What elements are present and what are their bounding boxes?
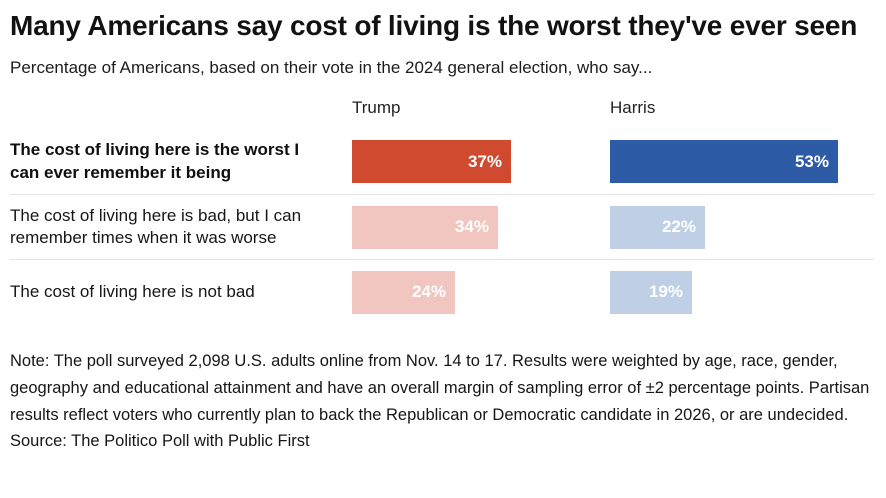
- column-header-harris: Harris: [610, 98, 656, 118]
- trump-bar: 34%: [352, 205, 498, 249]
- trump-bar-cell: 24%: [352, 270, 610, 314]
- harris-bar: 53%: [610, 140, 838, 184]
- trump-bar-cell: 34%: [352, 205, 610, 249]
- harris-bar-cell: 19%: [610, 270, 874, 314]
- column-header-trump: Trump: [352, 98, 401, 118]
- column-headers: Trump Harris: [10, 98, 874, 127]
- trump-bar: 24%: [352, 270, 455, 314]
- table-row: The cost of living here is the worst I c…: [10, 129, 874, 194]
- harris-bar: 22%: [610, 205, 705, 249]
- bar-value-label: 19%: [648, 282, 683, 302]
- bar-chart: Trump Harris The cost of living here is …: [10, 98, 874, 324]
- bar-value-label: 34%: [454, 217, 489, 237]
- row-label: The cost of living here is the worst I c…: [10, 140, 300, 182]
- harris-bar-cell: 22%: [610, 205, 874, 249]
- footnote: Note: The poll surveyed 2,098 U.S. adult…: [10, 352, 870, 424]
- chart-subtitle: Percentage of Americans, based on their …: [10, 58, 653, 78]
- chart-rows: The cost of living here is the worst I c…: [10, 129, 874, 324]
- bar-value-label: 37%: [467, 151, 502, 171]
- table-row: The cost of living here is bad, but I ca…: [10, 194, 874, 259]
- row-label: The cost of living here is bad, but I ca…: [10, 205, 302, 248]
- harris-bar: 19%: [610, 270, 692, 314]
- source-line: Source: The Politico Poll with Public Fi…: [10, 431, 310, 450]
- trump-bar-cell: 37%: [352, 140, 610, 184]
- bar-value-label: 24%: [411, 282, 446, 302]
- row-label: The cost of living here is not bad: [10, 282, 255, 302]
- page-title: Many Americans say cost of living is the…: [10, 10, 858, 41]
- table-row: The cost of living here is not bad 24% 19%: [10, 259, 874, 324]
- bar-value-label: 22%: [661, 217, 696, 237]
- harris-bar-cell: 53%: [610, 140, 874, 184]
- trump-bar: 37%: [352, 140, 511, 184]
- bar-value-label: 53%: [794, 151, 829, 171]
